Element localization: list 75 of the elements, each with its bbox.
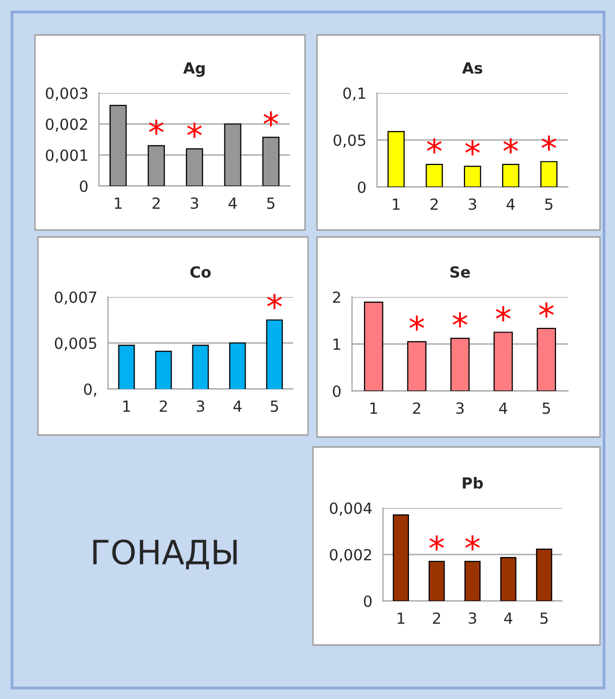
chart-title: As <box>462 62 482 74</box>
y-tick-label: 0,007 <box>54 291 96 305</box>
y-tick-label: 0, <box>84 383 96 397</box>
y-tick-label: 0 <box>332 385 341 398</box>
x-tick-label: 3 <box>196 400 204 412</box>
bar <box>500 556 516 601</box>
y-tick-label: 0 <box>80 180 88 192</box>
y-tick-label: 0 <box>358 181 366 194</box>
x-tick-label: 2 <box>432 612 440 624</box>
chart-title: Co <box>190 266 211 278</box>
x-tick-label: 5 <box>540 612 548 624</box>
x-tick-label: 1 <box>398 612 404 624</box>
annotation: * <box>148 120 164 135</box>
x-tick-label: 1 <box>392 198 400 210</box>
bar <box>428 560 445 601</box>
x-tick-label: 1 <box>114 198 122 209</box>
x-tick-label: 2 <box>430 198 438 210</box>
y-tick-label: 0 <box>364 595 372 608</box>
x-tick-label: 3 <box>190 197 198 209</box>
x-tick-label: 2 <box>152 197 160 209</box>
x-tick-label: 4 <box>499 402 508 414</box>
annotation: * <box>503 138 518 154</box>
x-tick-label: 4 <box>506 198 515 210</box>
annotation: * <box>496 306 511 322</box>
y-tick-label: 0,003 <box>46 87 88 101</box>
y-tick-label: 0,005 <box>54 337 96 351</box>
bar <box>494 332 513 391</box>
chart-title: Pb <box>462 476 483 489</box>
annotation: * <box>542 136 556 151</box>
bar <box>407 341 426 391</box>
annotation: * <box>264 111 278 126</box>
y-tick-label: 0,05 <box>334 134 366 148</box>
bar <box>388 130 405 187</box>
y-tick-label: 0,002 <box>46 118 88 132</box>
x-tick-label: 4 <box>233 400 242 412</box>
bar <box>450 338 470 391</box>
x-tick-label: 5 <box>542 402 550 414</box>
bar <box>502 164 520 187</box>
annotation: * <box>429 535 444 551</box>
annotation: * <box>539 302 554 318</box>
y-tick-label: 0,004 <box>330 502 372 516</box>
y-tick-label: 1 <box>334 338 340 350</box>
chart-title: Ag <box>183 62 205 77</box>
bar <box>464 166 482 187</box>
annotation: * <box>465 535 480 551</box>
text: ГОНАДЫ <box>93 539 237 570</box>
bar <box>364 302 384 391</box>
annotation: * <box>465 140 480 156</box>
y-tick-label: 0,002 <box>330 548 372 562</box>
bar <box>536 548 552 601</box>
annotation: * <box>409 316 424 331</box>
y-tick-label: 2 <box>332 291 340 303</box>
x-tick-label: 2 <box>413 402 420 414</box>
x-tick-label: 5 <box>545 198 552 210</box>
x-tick-label: 5 <box>270 400 278 412</box>
bar <box>426 164 443 187</box>
annotation: * <box>452 312 468 328</box>
bar <box>464 560 481 601</box>
x-tick-label: 2 <box>160 400 167 412</box>
chart-title: Se <box>450 266 470 278</box>
bar <box>536 328 556 391</box>
y-tick-label: 0,1 <box>343 87 366 101</box>
annotation: * <box>267 294 282 310</box>
bar <box>540 161 558 187</box>
x-tick-label: 5 <box>267 198 274 209</box>
x-tick-label: 3 <box>468 198 476 210</box>
bar <box>392 514 409 601</box>
x-tick-label: 1 <box>123 400 130 412</box>
x-tick-label: 4 <box>504 612 512 624</box>
annotation: * <box>426 138 442 154</box>
annotation: * <box>187 122 202 138</box>
x-tick-label: 4 <box>228 198 237 209</box>
y-tick-label: 0,001 <box>46 149 88 163</box>
x-tick-label: 3 <box>456 402 464 414</box>
x-tick-label: 3 <box>468 612 476 624</box>
